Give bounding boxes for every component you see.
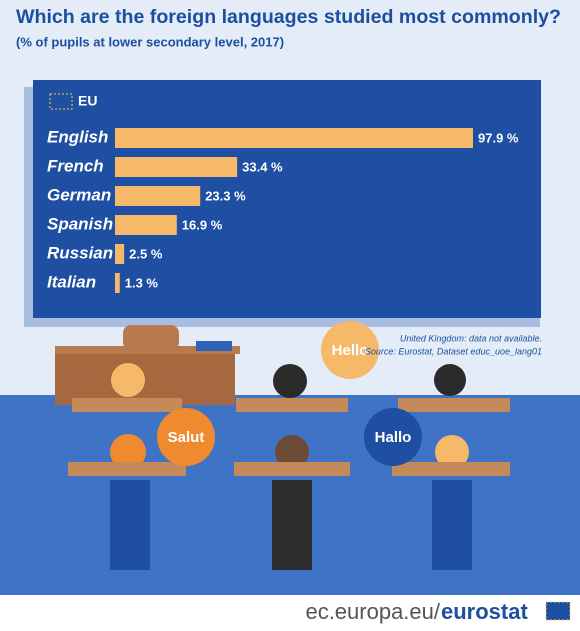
pupil-body xyxy=(272,480,312,570)
teacher-desk xyxy=(55,350,235,405)
value-label: 16.9 % xyxy=(182,217,223,232)
eu-flag xyxy=(49,93,73,110)
bubble-text: Hello xyxy=(332,342,369,359)
speech-bubble xyxy=(321,321,379,379)
pupil xyxy=(273,364,307,398)
bar xyxy=(115,244,125,264)
footer-flag xyxy=(545,601,571,621)
category-label: English xyxy=(47,127,108,146)
desk xyxy=(72,398,182,412)
speech-bubble xyxy=(364,408,422,466)
category-label: French xyxy=(47,156,104,175)
pupil xyxy=(110,434,146,470)
pupil xyxy=(275,435,309,469)
footer-site: ec.europa.eu/ xyxy=(305,599,440,624)
desk xyxy=(398,398,510,412)
bubble-text: Hallo xyxy=(375,429,412,446)
desk xyxy=(234,462,350,476)
bar xyxy=(115,157,238,177)
note: Source: Eurostat, Dataset educ_uoe_lang0… xyxy=(365,346,542,356)
category-label: German xyxy=(47,185,111,204)
desk xyxy=(392,462,510,476)
pupil xyxy=(435,435,469,469)
title: Which are the foreign languages studied … xyxy=(16,7,561,28)
legend-label: EU xyxy=(78,93,97,109)
desk xyxy=(68,462,186,476)
category-label: Italian xyxy=(47,272,96,291)
subtitle: (% of pupils at lower secondary level, 2… xyxy=(16,34,284,49)
footer-brand: eurostat xyxy=(441,599,528,624)
pupil xyxy=(111,363,145,397)
bubble-text: Salut xyxy=(168,429,205,446)
value-label: 97.9 % xyxy=(478,130,519,145)
bar xyxy=(115,215,177,235)
bar xyxy=(115,128,473,148)
value-label: 2.5 % xyxy=(129,246,163,261)
bar xyxy=(115,273,120,293)
footer-bg xyxy=(0,595,580,631)
note: United Kingdom: data not available. xyxy=(400,333,542,343)
category-label: Russian xyxy=(47,243,113,262)
value-label: 1.3 % xyxy=(125,275,159,290)
value-label: 33.4 % xyxy=(242,159,283,174)
classroom xyxy=(55,321,510,570)
category-label: Spanish xyxy=(47,214,113,233)
bar xyxy=(115,186,201,206)
chair xyxy=(123,325,179,350)
value-label: 23.3 % xyxy=(205,188,246,203)
pupil xyxy=(434,364,466,396)
speech-bubble xyxy=(157,408,215,466)
pupil-body xyxy=(110,480,150,570)
pupil-body xyxy=(432,480,472,570)
book xyxy=(196,341,232,351)
desk xyxy=(236,398,348,412)
